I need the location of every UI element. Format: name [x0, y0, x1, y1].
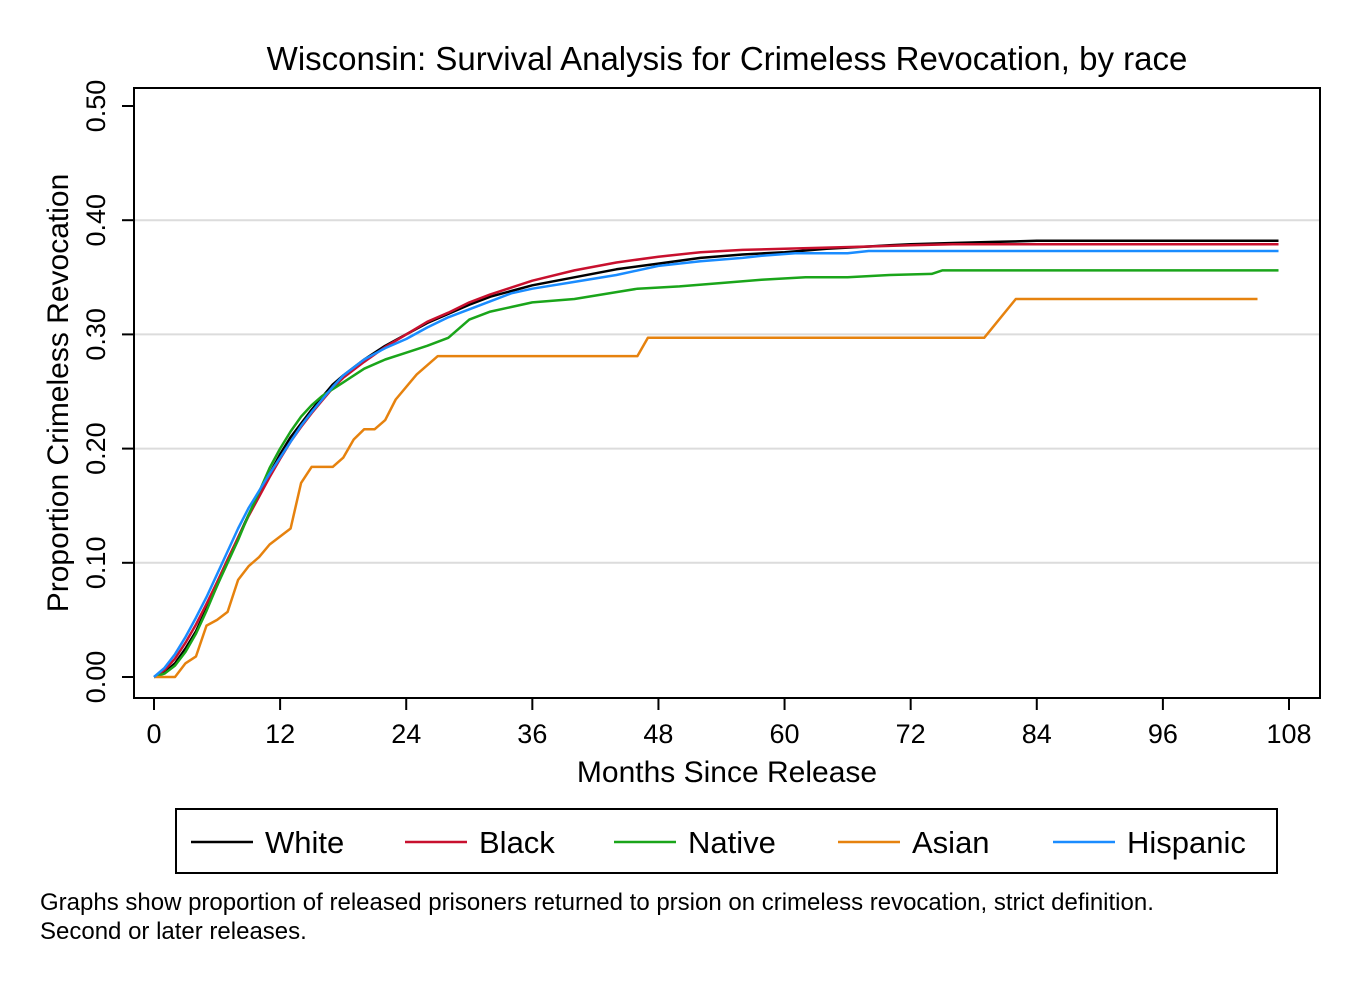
- series-line-hispanic: [153, 249, 1279, 678]
- y-tick-label: 0.40: [81, 194, 111, 247]
- y-tick-label: 0.50: [81, 80, 111, 133]
- legend-label-hispanic: Hispanic: [1127, 825, 1246, 860]
- legend-label-native: Native: [688, 825, 776, 860]
- x-tick-label: 0: [146, 719, 161, 749]
- y-axis-label: Proportion Crimeless Revocation: [42, 174, 75, 613]
- x-axis-label: Months Since Release: [577, 756, 877, 789]
- x-tick-label: 96: [1148, 719, 1178, 749]
- x-tick-label: 48: [643, 719, 673, 749]
- legend-label-white: White: [265, 825, 344, 860]
- plot-frame: [133, 87, 1321, 699]
- footnote-line-2: Second or later releases.: [40, 918, 307, 945]
- series-lines: [153, 239, 1279, 679]
- x-tick-label: 72: [896, 719, 926, 749]
- y-tick-label: 0.30: [81, 308, 111, 361]
- axes: 0.00 0.10 0.20 0.30 0.40 0.50 0 12 24 36 48 60 72 84 9…: [81, 80, 1312, 749]
- series-line-asian: [154, 297, 1258, 679]
- legend-label-black: Black: [479, 825, 555, 860]
- x-tick-label: 84: [1022, 719, 1052, 749]
- legend: White Black Native Asian Hispanic: [175, 808, 1278, 874]
- x-tick-label: 60: [770, 719, 800, 749]
- x-tick-label: 12: [265, 719, 295, 749]
- gridlines: [134, 219, 1320, 564]
- y-tick-label: 0.00: [81, 651, 111, 704]
- x-tick-label: 108: [1266, 719, 1311, 749]
- series-line-black: [153, 242, 1279, 679]
- legend-label-asian: Asian: [912, 825, 990, 860]
- y-tick-label: 0.20: [81, 422, 111, 475]
- series-line-native: [153, 269, 1279, 679]
- y-tick-label: 0.10: [81, 537, 111, 590]
- x-tick-label: 24: [391, 719, 421, 749]
- footnote-line-1: Graphs show proportion of released priso…: [40, 889, 1154, 916]
- chart-title: Wisconsin: Survival Analysis for Crimele…: [267, 40, 1188, 77]
- series-line-white: [153, 239, 1279, 679]
- x-tick-label: 36: [517, 719, 547, 749]
